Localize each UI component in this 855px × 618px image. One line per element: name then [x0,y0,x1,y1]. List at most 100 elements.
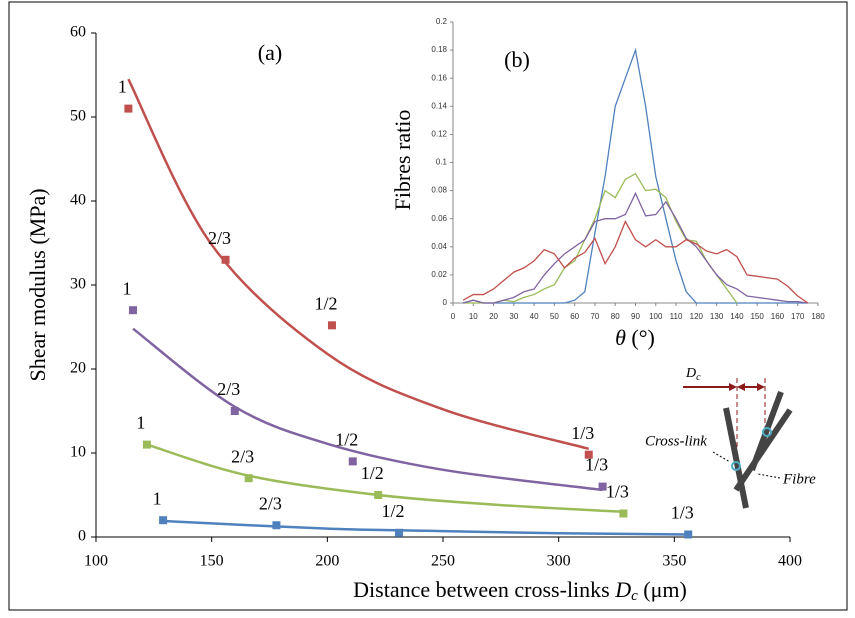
fibre-label: Fibre [782,471,816,487]
y-tick-label: 0.04 [431,242,447,251]
series-line [462,219,809,304]
x-axis-label-part: (μm) [638,577,687,602]
y-tick-label: 20 [70,360,86,377]
x-tick-label: 150 [750,312,764,321]
point-label: 1/3 [606,482,629,502]
x-tick-label: 140 [730,312,744,321]
fit-curve [127,78,590,451]
data-point [124,104,133,113]
point-label: 1/2 [382,501,405,521]
series-line [462,191,808,304]
x-tick-label: 160 [771,312,785,321]
data-point [395,528,404,537]
inset-chart: 0 0.02 0.04 0.06 0.08 0.1 0.12 0.14 0.16 0.18 0.2 0… [390,8,833,353]
symbol: D [685,366,696,381]
x-tick-label: 400 [778,553,802,570]
x-tick-label: 200 [315,553,339,570]
point-label: 1/2 [314,293,337,313]
panel-label: (b) [504,47,530,72]
x-tick-label: 70 [590,312,599,321]
point-label: 2/3 [208,228,231,248]
x-tick-label: 170 [791,312,805,321]
y-tick-label: 60 [70,24,86,41]
data-point [598,482,607,491]
x-tick-label: 10 [469,312,478,321]
point-label: 1/2 [361,463,384,483]
x-tick-label: 120 [690,312,704,321]
fibre [733,408,793,492]
data-point [129,306,138,315]
x-tick-label: 110 [670,312,683,321]
fibre [723,407,749,509]
y-axis-label: Shear modulus (MPa) [25,188,50,381]
x-tick-label: 20 [489,312,498,321]
x-tick-label: 0 [451,312,456,321]
x-axis-label: Distance between cross-links Dc (μm) [353,577,687,604]
x-tick-label: 300 [547,553,571,570]
pointer [712,451,731,463]
y-tick-label: 0.02 [431,270,447,279]
data-point [619,509,628,518]
x-axis-label-part: (°) [626,325,655,350]
point-label: 1/3 [571,423,594,443]
x-tick-label: 350 [662,553,686,570]
arrow-head [757,383,765,391]
x-tick-label: 80 [611,312,620,321]
y-tick-label: 0.16 [431,73,447,82]
y-tick-label: 0.14 [431,101,447,110]
data-point [327,321,336,330]
arrow-head [737,383,745,391]
y-tick-label: 0 [78,528,86,545]
x-tick-label: 180 [811,312,825,321]
x-tick-label: 30 [509,312,518,321]
point-label: 2/3 [231,446,254,466]
x-tick-label: 40 [530,312,539,321]
y-tick-label: 0.06 [431,214,447,223]
x-axis-label-part: Distance between cross-links [353,577,615,602]
cross-link-label: Cross-link [645,433,707,449]
y-tick-label: 0.18 [431,45,447,54]
point-label: 1 [123,278,132,298]
y-tick-label: 0.08 [431,186,447,195]
series-line [462,47,808,304]
fibre [749,390,784,472]
y-tick-label: 50 [70,108,86,125]
x-tick-label: 90 [631,312,640,321]
data-point [272,521,281,530]
point-label: 1/3 [585,455,608,475]
x-tick-label: 100 [84,553,108,570]
point-label: 2/3 [259,493,282,513]
point-label: 1 [136,413,145,433]
x-tick-label: 250 [431,553,455,570]
data-point [348,457,357,466]
data-point [221,255,230,264]
point-label: 1/3 [671,503,694,523]
data-point [230,407,239,415]
y-tick-label: 30 [70,276,86,293]
y-tick-label: 0 [443,298,448,307]
data-point [374,491,383,499]
x-tick-label: 100 [649,312,663,321]
dimension-label: Dc [685,366,701,383]
data-point [244,474,253,483]
point-label: 1 [118,77,127,97]
point-label: 1/2 [335,430,358,450]
diagram: Dc Cross-link Fibre [645,366,816,509]
x-axis-label: θ (°) [615,325,655,350]
y-tick-label: 10 [70,444,86,461]
x-axis-label-part: D [614,577,631,602]
y-tick-label: 0.2 [436,17,448,26]
series-line [463,172,738,304]
y-tick-label: 0.1 [436,158,448,167]
panel-label: (a) [258,40,282,65]
arrow-head [729,383,737,391]
point-label: 2/3 [217,379,240,399]
x-axis-label-part: c [631,588,638,604]
x-axis-label-part: θ [615,325,626,350]
data-point [584,450,593,459]
x-tick-label: 60 [570,312,579,321]
data-point [159,516,168,525]
y-tick-label: 40 [70,192,86,209]
y-axis-label: Fibres ratio [390,110,415,211]
